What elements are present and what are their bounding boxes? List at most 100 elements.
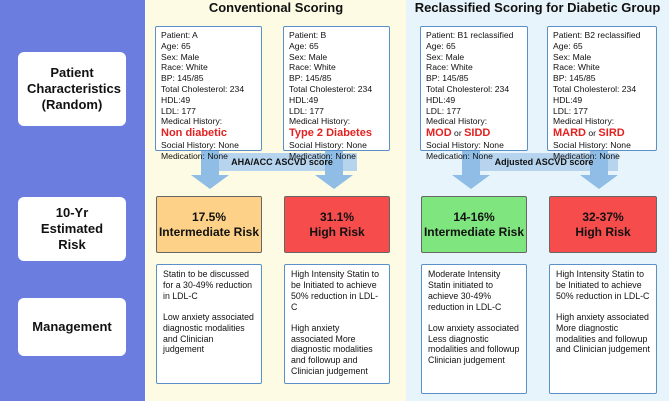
- patient-name: Patient: B2 reclassified: [553, 30, 641, 40]
- risk-box-a: 17.5% Intermediate Risk: [156, 196, 262, 253]
- management-therapy: Statin to be discussed for a 30-49% redu…: [163, 269, 252, 301]
- adjusted-ascvd-band: [470, 153, 618, 171]
- social-history: Social History: None: [553, 140, 631, 151]
- patient-age: Age: 65: [553, 40, 583, 51]
- row-label-patient: Patient Characteristics (Random): [18, 52, 126, 126]
- patient-bp: BP: 145/85: [426, 73, 469, 84]
- row-label-management: Management: [18, 298, 126, 356]
- patient-cholesterol: Total Cholesterol: 234: [289, 83, 373, 94]
- management-box-a: Statin to be discussed for a 30-49% redu…: [156, 264, 262, 384]
- patient-bp: BP: 145/85: [289, 73, 332, 84]
- risk-value: 31.1%: [319, 209, 355, 224]
- patient-cholesterol: Total Cholesterol: 234: [553, 83, 637, 94]
- row-label-risk-text: 10-Yr Estimated Risk: [40, 205, 104, 252]
- row-label-management-text: Management: [32, 319, 112, 334]
- history-primary: MARD: [553, 127, 586, 140]
- adjusted-ascvd-label: Adjusted ASCVD score: [494, 157, 594, 167]
- risk-box-b: 31.1% High Risk: [284, 196, 390, 253]
- risk-value: 32-37%: [582, 209, 624, 224]
- arrow-down-icon: [452, 151, 490, 189]
- patient-sex: Sex: Male: [161, 51, 200, 62]
- medical-history-value: MARD or SIRD: [553, 127, 651, 140]
- arrow-down-icon: [580, 151, 618, 189]
- patient-hdl: HDL:49: [289, 94, 319, 105]
- patient-ldl: LDL: 177: [426, 105, 461, 116]
- patient-card-b: Patient: B Age: 65 Sex: Male Race: White…: [283, 26, 390, 161]
- flow-arrows: [191, 151, 618, 189]
- reclassified-heading: Reclassified Scoring for Diabetic Group: [414, 0, 661, 15]
- risk-category: High Risk: [309, 224, 365, 239]
- risk-category: Intermediate Risk: [423, 224, 525, 239]
- patient-cholesterol: Total Cholesterol: 234: [426, 83, 510, 94]
- patient-hdl: HDL:49: [161, 94, 191, 105]
- management-therapy: High Intensity Statin to be Initiated to…: [291, 269, 380, 312]
- medical-history-label: Medical History:: [426, 116, 488, 127]
- history-secondary: SIRD: [598, 127, 625, 140]
- patient-bp: BP: 145/85: [553, 73, 596, 84]
- social-history: Social History: None: [426, 140, 504, 151]
- patient-race: Race: White: [161, 62, 208, 73]
- medication: Medication: None: [553, 150, 620, 161]
- medical-history-value: Type 2 Diabetes: [289, 127, 384, 140]
- medication: Medication: None: [426, 150, 493, 161]
- patient-sex: Sex: Male: [289, 51, 328, 62]
- medical-history-label: Medical History:: [553, 116, 615, 127]
- medical-history-label: Medical History:: [289, 116, 351, 127]
- patient-bp: BP: 145/85: [161, 73, 204, 84]
- risk-box-b2: 32-37% High Risk: [549, 196, 657, 253]
- risk-value: 17.5%: [191, 209, 227, 224]
- patient-cholesterol: Total Cholesterol: 234: [161, 83, 245, 94]
- management-therapy: Moderate Intensity Statin initiated to a…: [428, 269, 502, 312]
- patient-age: Age: 65: [426, 40, 456, 51]
- patient-name: Patient: B1 reclassified: [426, 30, 514, 40]
- risk-category: Intermediate Risk: [158, 224, 260, 239]
- conventional-heading: Conventional Scoring: [208, 0, 344, 15]
- patient-race: Race: White: [426, 62, 473, 73]
- row-label-risk: 10-Yr Estimated Risk: [18, 197, 126, 261]
- history-secondary: SIDD: [464, 127, 491, 140]
- patient-sex: Sex: Male: [426, 51, 465, 62]
- patient-sex: Sex: Male: [553, 51, 592, 62]
- patient-card-b1: Patient: B1 reclassified Age: 65 Sex: Ma…: [420, 26, 528, 161]
- history-or: or: [586, 128, 599, 139]
- medication: Medication: None: [289, 150, 356, 161]
- ascvd-label: AHA/ACC ASCVD score: [231, 157, 333, 167]
- patient-ldl: LDL: 177: [289, 105, 324, 116]
- history-primary: Type 2 Diabetes: [289, 127, 372, 140]
- patient-race: Race: White: [553, 62, 600, 73]
- management-diagnostics: High anxiety associated More diagnostic …: [291, 322, 373, 377]
- arrow-down-icon: [315, 151, 353, 189]
- management-box-b2: High Intensity Statin to be Initiated to…: [549, 264, 657, 394]
- arrow-down-icon: [191, 151, 229, 189]
- medical-history-value: Non diabetic: [161, 127, 256, 140]
- history-or: or: [451, 128, 465, 139]
- risk-box-b1: 14-16% Intermediate Risk: [421, 196, 527, 253]
- management-box-b1: Moderate Intensity Statin initiated to a…: [421, 264, 527, 394]
- patient-age: Age: 65: [161, 40, 191, 51]
- patient-ldl: LDL: 177: [161, 105, 196, 116]
- medical-history-value: MOD or SIDD: [426, 127, 522, 140]
- management-box-b: High Intensity Statin to be Initiated to…: [284, 264, 390, 384]
- social-history: Social History: None: [289, 140, 367, 151]
- patient-age: Age: 65: [289, 40, 319, 51]
- medical-history-label: Medical History:: [161, 116, 223, 127]
- history-primary: Non diabetic: [161, 127, 228, 140]
- management-diagnostics: High anxiety associated More diagnostic …: [556, 311, 650, 355]
- management-diagnostics: Low anxiety associated Less diagnostic m…: [428, 322, 520, 366]
- medication: Medication: None: [161, 150, 228, 161]
- management-diagnostics: Low anxiety associated diagnostic modali…: [163, 311, 254, 355]
- risk-category: High Risk: [575, 224, 631, 239]
- patient-ldl: LDL: 177: [553, 105, 588, 116]
- patient-name: Patient: B: [289, 30, 327, 40]
- patient-card-a: Patient: A Age: 65 Sex: Male Race: White…: [155, 26, 262, 161]
- patient-card-b2: Patient: B2 reclassified Age: 65 Sex: Ma…: [547, 26, 657, 161]
- risk-value: 14-16%: [453, 209, 495, 224]
- patient-name: Patient: A: [161, 30, 198, 40]
- patient-hdl: HDL:49: [426, 94, 456, 105]
- row-label-patient-text: Patient Characteristics (Random): [27, 65, 121, 112]
- management-therapy: High Intensity Statin to be Initiated to…: [556, 269, 650, 301]
- social-history: Social History: None: [161, 140, 239, 151]
- history-primary: MOD: [426, 127, 452, 140]
- patient-hdl: HDL:49: [553, 94, 583, 105]
- ascvd-band: [207, 153, 357, 171]
